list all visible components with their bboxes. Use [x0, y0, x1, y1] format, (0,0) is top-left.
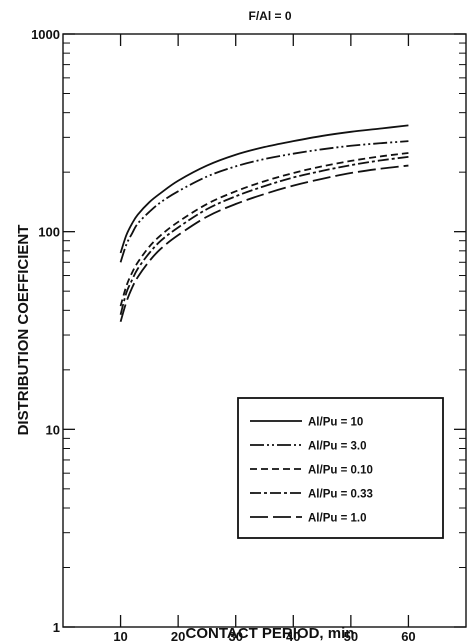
legend-label: Al/Pu = 0.10	[308, 465, 373, 477]
x-tick-label: 20	[171, 629, 185, 643]
series-lines	[119, 124, 409, 323]
legend-label: Al/Pu = 0.33	[308, 489, 373, 501]
series-line	[119, 140, 409, 263]
y-tick-label: 100	[38, 225, 60, 240]
y-axis-tick-labels: 1 10 100 1000	[31, 27, 60, 635]
chart-title: F/Al = 0	[248, 9, 291, 23]
plot-frame	[62, 33, 467, 628]
y-tick-label: 10	[46, 422, 60, 437]
x-tick-label: 40	[286, 629, 300, 643]
x-axis-title: CONTACT PERIOD, min	[186, 625, 355, 642]
series-line	[119, 152, 409, 307]
y-tick-label: 1	[53, 620, 60, 635]
x-axis-tick-labels: 10 20 30 40 50 60	[113, 629, 415, 643]
x-tick-label: 50	[344, 629, 358, 643]
series-line	[119, 124, 409, 254]
axis-ticks	[63, 33, 466, 628]
y-tick-label: 1000	[31, 27, 60, 42]
y-axis-title: DISTRIBUTION COEFFICIENT	[15, 225, 32, 436]
x-tick-label: 10	[113, 629, 127, 643]
series-line	[119, 164, 409, 323]
legend-label: Al/Pu = 3.0	[308, 441, 366, 453]
x-tick-label: 30	[228, 629, 242, 643]
x-tick-label: 60	[401, 629, 415, 643]
series-line	[119, 155, 409, 315]
legend: Al/Pu = 10 Al/Pu = 3.0 Al/Pu = 0.10 Al/Pu =…	[237, 397, 444, 539]
legend-label: Al/Pu = 1.0	[308, 513, 366, 525]
plot-area	[62, 33, 467, 628]
legend-label: Al/Pu = 10	[308, 417, 363, 429]
